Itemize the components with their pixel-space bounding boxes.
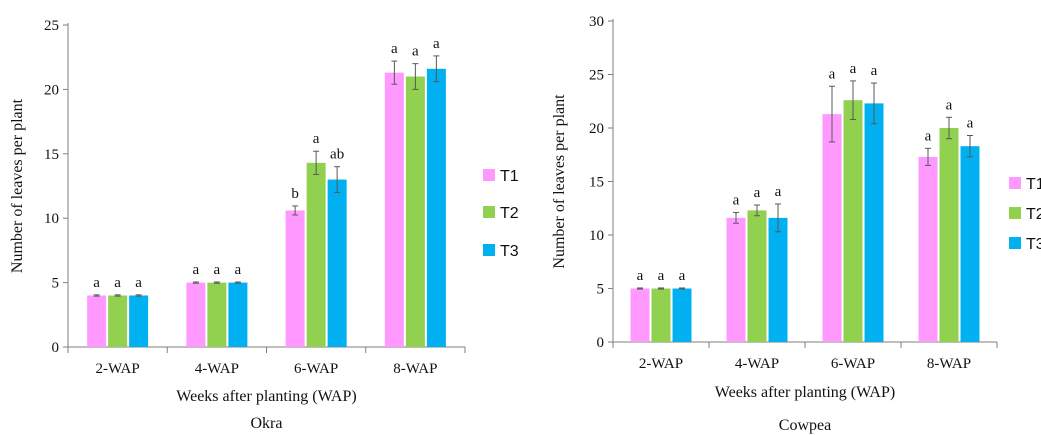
bar-t2	[939, 128, 959, 342]
y-tick-label: 0	[52, 340, 60, 356]
y-tick-label: 15	[589, 175, 604, 191]
y-tick-label: 10	[44, 211, 59, 227]
significance-letter: a	[850, 61, 857, 77]
bar-t2	[207, 282, 227, 347]
legend-label-t3: T3	[1026, 236, 1041, 253]
bar-t2	[306, 162, 326, 347]
significance-letter: a	[412, 44, 419, 60]
x-tick-label: 6-WAP	[294, 361, 338, 377]
legend-swatch-t1	[483, 169, 495, 181]
significance-letter: a	[214, 262, 221, 278]
bar-t1	[918, 156, 938, 342]
okra-chart-panel: 0 5 10 15 20 25 2-WAP 4-WAP 6-WAP 8-WAP a a b a a a a a a a…	[0, 0, 520, 435]
chart-caption: Okra	[251, 415, 283, 432]
bar-t2	[405, 76, 425, 348]
y-tick-label: 20	[589, 121, 604, 137]
legend-label-t1: T1	[1026, 176, 1041, 193]
x-tick-label: 4-WAP	[195, 361, 239, 377]
bar-t1	[186, 282, 206, 347]
x-tick-label: 8-WAP	[393, 361, 437, 377]
bar-t3	[960, 146, 980, 342]
bar-t3	[864, 103, 884, 342]
significance-letter: a	[946, 97, 953, 113]
y-tick-label: 5	[52, 276, 60, 292]
x-tick-label: 4-WAP	[735, 356, 779, 372]
legend-label-t1: T1	[500, 168, 519, 185]
significance-letter: a	[114, 275, 121, 291]
bar-t1	[285, 210, 305, 347]
y-tick-label: 25	[44, 18, 59, 34]
y-tick-label: 15	[44, 147, 59, 163]
y-axis-label: Number of leaves per plant	[9, 98, 26, 273]
x-tick-label: 2-WAP	[96, 361, 140, 377]
x-tick-label: 8-WAP	[927, 356, 971, 372]
significance-letter: a	[925, 128, 932, 144]
bar-t2	[651, 288, 671, 342]
y-tick-label: 20	[44, 82, 59, 98]
x-axis-label: Weeks after planting (WAP)	[715, 384, 895, 401]
significance-letter: a	[733, 193, 740, 209]
y-tick-label: 25	[589, 68, 604, 84]
bar-t1	[87, 295, 107, 347]
significance-letter: b	[291, 186, 299, 202]
bar-t1	[384, 72, 404, 347]
y-tick-label: 0	[597, 335, 605, 351]
significance-letter: a	[193, 262, 200, 278]
significance-letter: a	[679, 268, 686, 284]
x-tick-label: 2-WAP	[639, 356, 683, 372]
bar-t3	[768, 217, 788, 342]
bar-t3	[129, 295, 149, 347]
significance-letter: a	[754, 185, 761, 201]
significance-letter: a	[658, 268, 665, 284]
bar-t1	[822, 114, 842, 342]
x-axis-label: Weeks after planting (WAP)	[176, 388, 356, 405]
significance-letter: a	[829, 66, 836, 82]
y-tick-label: 5	[597, 282, 605, 298]
bar-t3	[426, 68, 446, 348]
legend-swatch-t3	[483, 244, 495, 256]
legend-swatch-t3	[1009, 237, 1021, 249]
legend-swatch-t2	[483, 206, 495, 218]
bar-t1	[630, 288, 650, 342]
y-tick-label: 10	[589, 228, 604, 244]
bar-t3	[672, 288, 692, 342]
significance-letter: ab	[330, 147, 344, 163]
bar-t1	[726, 217, 746, 342]
legend-label-t2: T2	[500, 205, 519, 222]
bar-t2	[843, 100, 863, 343]
y-tick-label: 30	[589, 14, 604, 30]
significance-letter: a	[313, 131, 320, 147]
significance-letter: a	[433, 36, 440, 52]
bar-t3	[327, 179, 347, 347]
bar-t2	[747, 210, 767, 342]
significance-letter: a	[235, 262, 242, 278]
bar-t2	[108, 295, 128, 347]
cowpea-chart-panel: 0 5 10 15 20 25 30 2-WAP 4-WAP 6-WAP 8-WAP a a a a a a a a…	[540, 0, 1041, 435]
legend-label-t2: T2	[1026, 206, 1041, 223]
significance-letter: a	[135, 275, 142, 291]
significance-letter: a	[391, 41, 398, 57]
bar-t3	[228, 282, 248, 347]
legend-label-t3: T3	[500, 243, 519, 260]
y-axis-label: Number of leaves per plant	[551, 94, 568, 269]
significance-letter: a	[637, 268, 644, 284]
x-tick-label: 6-WAP	[831, 356, 875, 372]
significance-letter: a	[775, 184, 782, 200]
significance-letter: a	[871, 63, 878, 79]
significance-letter: a	[967, 115, 974, 131]
legend-swatch-t2	[1009, 207, 1021, 219]
significance-letter: a	[93, 275, 100, 291]
chart-caption: Cowpea	[779, 417, 831, 434]
legend-swatch-t1	[1009, 177, 1021, 189]
